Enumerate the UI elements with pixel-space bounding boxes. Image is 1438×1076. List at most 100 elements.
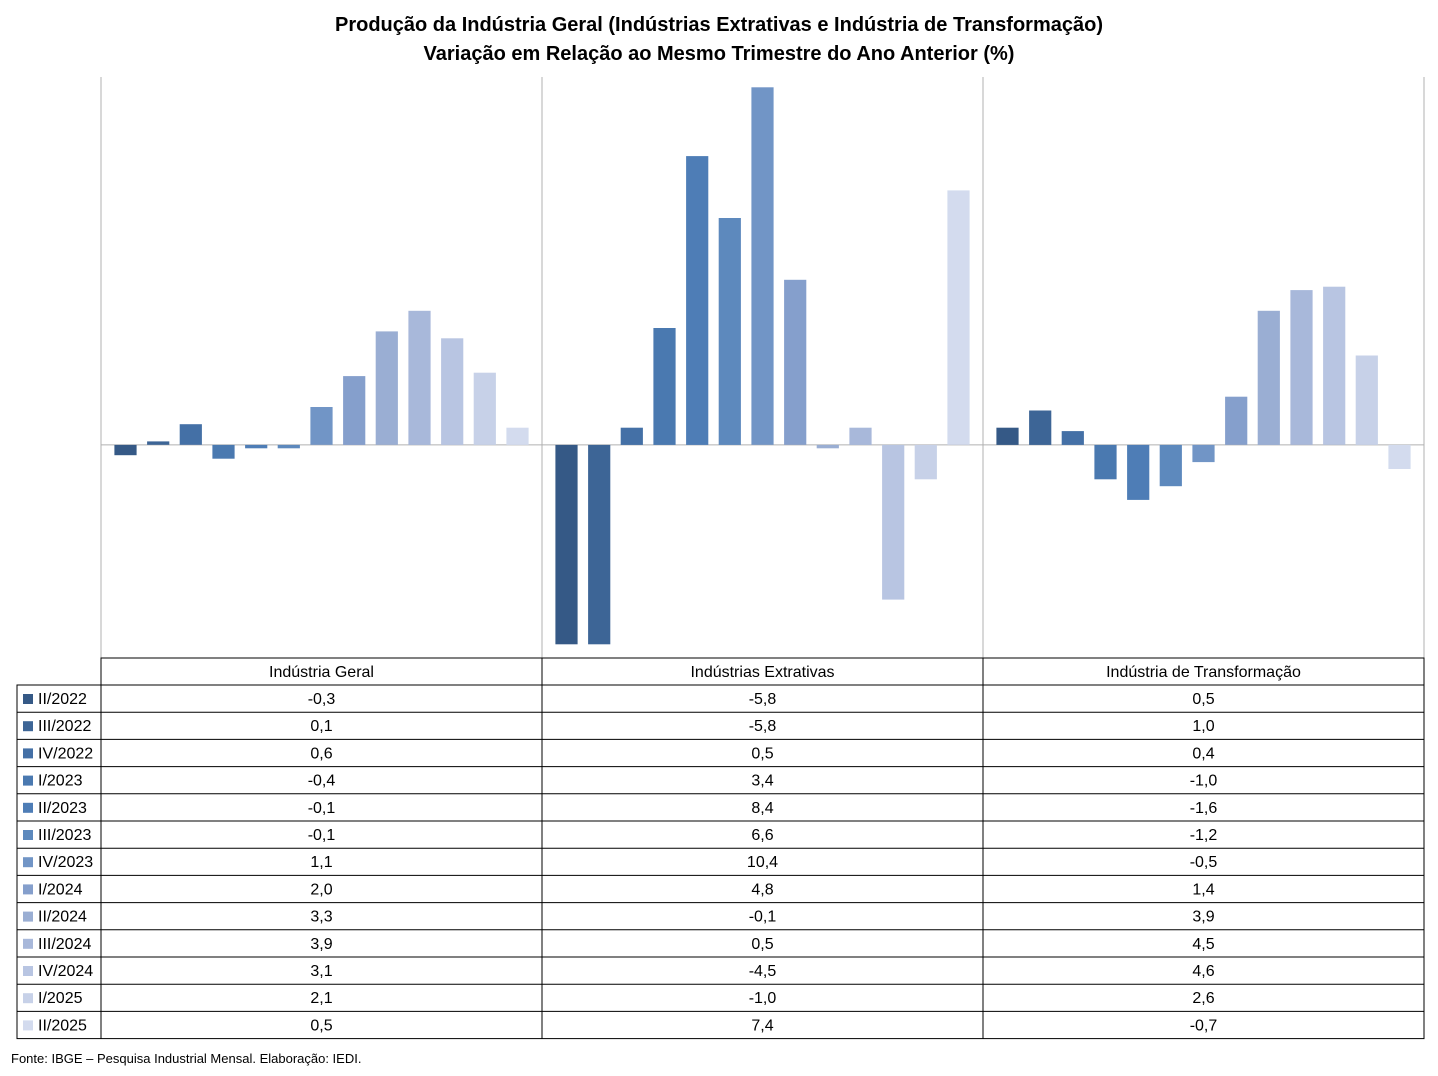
bar: [506, 427, 529, 445]
table-cell-value: -0,5: [1190, 854, 1218, 871]
table-cell-value: 6,6: [751, 827, 773, 844]
table-cell-value: 4,5: [1192, 936, 1214, 953]
legend-swatch: [23, 748, 33, 759]
legend-label: II/2023: [38, 800, 87, 817]
table-cell-value: -1,6: [1190, 800, 1218, 817]
table-cell-value: -0,7: [1190, 1017, 1218, 1034]
bar: [441, 338, 464, 445]
table-cell-value: -1,0: [1190, 773, 1218, 790]
legend-swatch: [23, 938, 33, 949]
bar: [147, 441, 170, 445]
bar: [1323, 286, 1346, 445]
table-cell-value: -4,5: [749, 963, 777, 980]
legend-swatch: [23, 911, 33, 922]
table-cell-value: 4,8: [751, 881, 773, 898]
bar: [473, 372, 496, 445]
legend-label: III/2022: [38, 718, 91, 735]
bar: [816, 444, 839, 449]
bar: [408, 310, 431, 445]
bar: [718, 218, 741, 445]
chart-title: Produção da Indústria Geral (Indústrias …: [0, 11, 1438, 69]
legend-swatch: [23, 857, 33, 868]
bar: [620, 427, 643, 445]
table-cell-value: -0,4: [308, 773, 336, 790]
table-cell-value: 2,0: [310, 881, 332, 898]
bar: [588, 444, 611, 645]
table-cell-value: -1,2: [1190, 827, 1218, 844]
bar: [555, 444, 578, 645]
table-cell-value: 0,5: [751, 936, 773, 953]
table-cell-value: 1,0: [1192, 718, 1214, 735]
legend-label: IV/2024: [38, 963, 93, 980]
table-cell-value: 4,6: [1192, 963, 1214, 980]
bar: [882, 444, 905, 600]
bar: [114, 444, 137, 456]
legend-swatch: [23, 966, 33, 976]
bar: [686, 156, 709, 445]
chart-title-line-1: Produção da Indústria Geral (Indústrias …: [335, 14, 1103, 36]
legend-label: I/2023: [38, 773, 83, 790]
table-cell-value: 8,4: [751, 800, 773, 817]
bar: [1192, 444, 1215, 463]
group-header-label: Indústrias Extrativas: [690, 664, 834, 681]
legend-swatch: [23, 775, 33, 786]
bar: [1290, 290, 1313, 445]
legend-label: III/2023: [38, 827, 91, 844]
bar: [212, 444, 235, 459]
bar: [1355, 355, 1378, 445]
bar: [277, 444, 300, 449]
bar: [1388, 444, 1411, 469]
table-cell-value: 0,6: [310, 745, 332, 762]
bar: [784, 279, 807, 445]
table-cell-value: -0,1: [308, 800, 336, 817]
table-cell-value: -5,8: [749, 691, 777, 708]
legend-label: II/2024: [38, 909, 87, 926]
bar: [1257, 310, 1280, 445]
table-cell-value: 1,4: [1192, 881, 1214, 898]
table-cell-value: 0,5: [310, 1017, 332, 1034]
table-cell-value: 7,4: [751, 1017, 773, 1034]
table-cell-value: -0,1: [749, 909, 777, 926]
bar: [310, 407, 333, 445]
bar: [1225, 396, 1248, 445]
legend-label: IV/2022: [38, 745, 93, 762]
bar: [751, 87, 774, 445]
chart-title-line-2: Variação em Relação ao Mesmo Trimestre d…: [423, 43, 1015, 65]
bar: [179, 424, 202, 445]
legend-swatch: [23, 694, 33, 704]
bar: [947, 190, 970, 445]
bar: [343, 376, 366, 445]
bar: [375, 331, 398, 445]
legend-swatch: [23, 830, 33, 840]
bar: [1094, 444, 1117, 480]
table-cell-value: 3,9: [1192, 909, 1214, 926]
table-cell-value: 2,6: [1192, 990, 1214, 1007]
bar: [1127, 444, 1150, 500]
bar: [1061, 431, 1084, 445]
bar: [245, 444, 268, 449]
legend-swatch: [23, 884, 33, 895]
table-cell-value: 3,9: [310, 936, 332, 953]
legend-label: II/2022: [38, 691, 87, 708]
table-cell-value: -1,0: [749, 990, 777, 1007]
table-cell-value: -5,8: [749, 718, 777, 735]
legend-swatch: [23, 993, 33, 1004]
table-cell-value: 0,5: [1192, 691, 1214, 708]
table-cell-value: 3,3: [310, 909, 332, 926]
table-cell-value: 0,5: [751, 745, 773, 762]
legend-label: I/2025: [38, 990, 83, 1007]
group-header-label: Indústria de Transformação: [1106, 664, 1301, 681]
bar: [1159, 444, 1182, 487]
source-note: Fonte: IBGE – Pesquisa Industrial Mensal…: [11, 1051, 362, 1066]
table-cell-value: -0,1: [308, 827, 336, 844]
group-header-label: Indústria Geral: [269, 664, 374, 681]
table-cell-value: 1,1: [310, 854, 332, 871]
legend-swatch: [23, 721, 33, 732]
table-cell-value: 3,1: [310, 963, 332, 980]
legend-swatch: [23, 1020, 33, 1031]
legend-label: II/2025: [38, 1017, 87, 1034]
legend-swatch: [23, 802, 33, 813]
table-cell-value: -0,3: [308, 691, 336, 708]
table-cell-value: 10,4: [747, 854, 778, 871]
